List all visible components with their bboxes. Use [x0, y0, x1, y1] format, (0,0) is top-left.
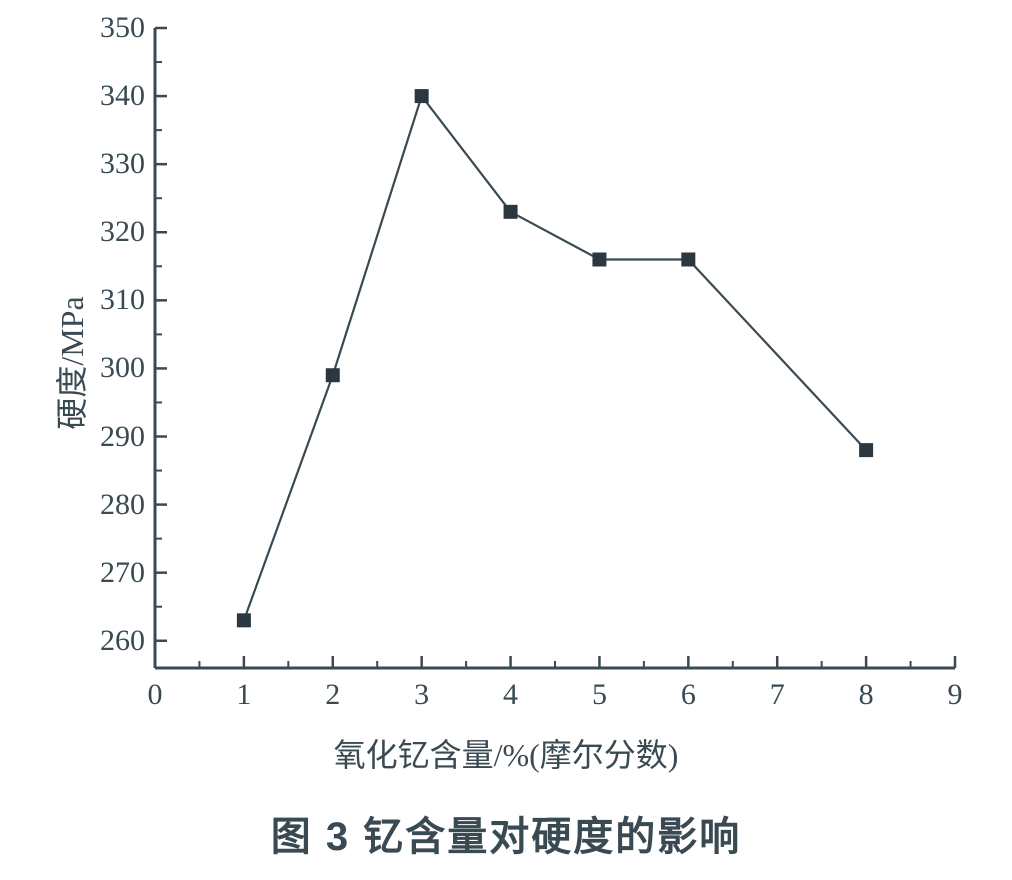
y-tick-label: 270	[100, 556, 145, 590]
x-tick-label: 1	[224, 678, 264, 712]
y-tick-label: 350	[100, 11, 145, 45]
y-tick-label: 280	[100, 488, 145, 522]
figure-caption: 图 3 钇含量对硬度的影响	[0, 804, 1012, 862]
x-tick-label: 2	[313, 678, 353, 712]
y-tick-label: 310	[100, 283, 145, 317]
x-tick-label: 9	[935, 678, 975, 712]
x-tick-label: 0	[135, 678, 175, 712]
figure-container: 硬度/MPa 氧化钇含量/%(摩尔分数) 图 3 钇含量对硬度的影响 26027…	[0, 0, 1012, 880]
x-tick-label: 6	[668, 678, 708, 712]
y-tick-label: 340	[100, 79, 145, 113]
x-axis-label: 氧化钇含量/%(摩尔分数)	[0, 730, 1012, 776]
y-tick-label: 300	[100, 351, 145, 385]
y-tick-label: 320	[100, 215, 145, 249]
y-tick-label: 260	[100, 624, 145, 658]
x-tick-label: 5	[579, 678, 619, 712]
y-axis-label: 硬度/MPa	[47, 283, 93, 443]
y-tick-label: 330	[100, 147, 145, 181]
x-tick-label: 7	[757, 678, 797, 712]
x-tick-label: 4	[491, 678, 531, 712]
x-tick-label: 8	[846, 678, 886, 712]
y-tick-label: 290	[100, 420, 145, 454]
x-tick-label: 3	[402, 678, 442, 712]
